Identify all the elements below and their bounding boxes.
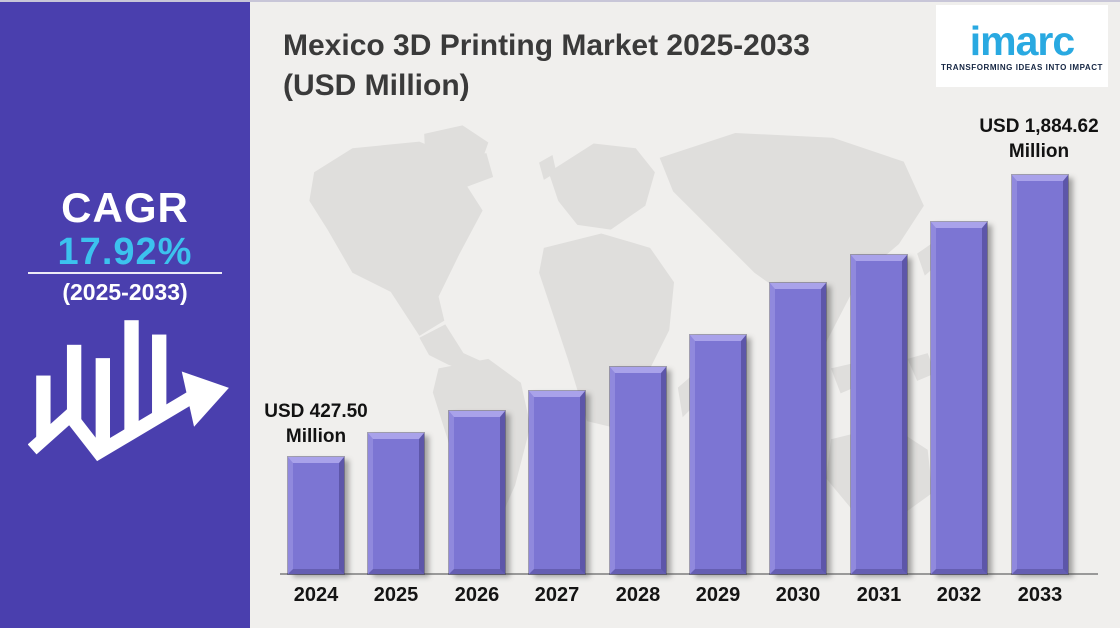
cagr-divider [28,272,222,274]
x-tick-2026: 2026 [454,584,500,606]
sidebar: CAGR 17.92% (2025-2033) [0,2,250,628]
x-tick-2028: 2028 [615,584,661,606]
imarc-logo: imarc TRANSFORMING IDEAS INTO IMPACT [936,5,1108,87]
bar-2026 [449,411,505,574]
x-tick-2033: 2033 [1017,584,1063,606]
x-tick-2031: 2031 [856,584,902,606]
bar-2024 [288,457,344,574]
cagr-period: (2025-2033) [62,279,188,305]
x-tick-2025: 2025 [373,584,419,606]
chart-title: Mexico 3D Printing Market 2025-2033 (USD… [283,26,923,106]
cagr-label: CAGR [61,184,189,231]
bar-value-label-2024: USD 427.50 Million [264,401,368,447]
cagr-value: 17.92% [57,231,193,273]
bar-value-label-2033: USD 1,884.62 Million [979,116,1099,162]
bar-2033 [1012,175,1068,574]
imarc-wordmark: imarc [969,17,1075,64]
bar-2025 [368,433,424,574]
x-tick-2029: 2029 [695,584,741,606]
top-border-strip [0,0,1120,2]
chart-title-line2: (USD Million) [283,69,470,102]
x-tick-2030: 2030 [775,584,821,606]
bar-2029 [690,335,746,574]
x-axis-line [280,573,1098,575]
bar-2032 [931,222,987,574]
chart-area: Mexico 3D Printing Market 2025-2033 (USD… [250,2,1120,628]
bar-2028 [610,367,666,574]
imarc-tagline: TRANSFORMING IDEAS INTO IMPACT [941,62,1103,72]
x-tick-2032: 2032 [936,584,982,606]
x-tick-2024: 2024 [293,584,339,606]
chart-title-line1: Mexico 3D Printing Market 2025-2033 [283,29,810,62]
bar-2031 [851,255,907,574]
bar-2027 [529,391,585,574]
bar-2030 [770,283,826,574]
growth-chart-arrow-icon [28,320,229,462]
x-tick-2027: 2027 [534,584,580,606]
bottom-border-strip [0,628,1120,631]
